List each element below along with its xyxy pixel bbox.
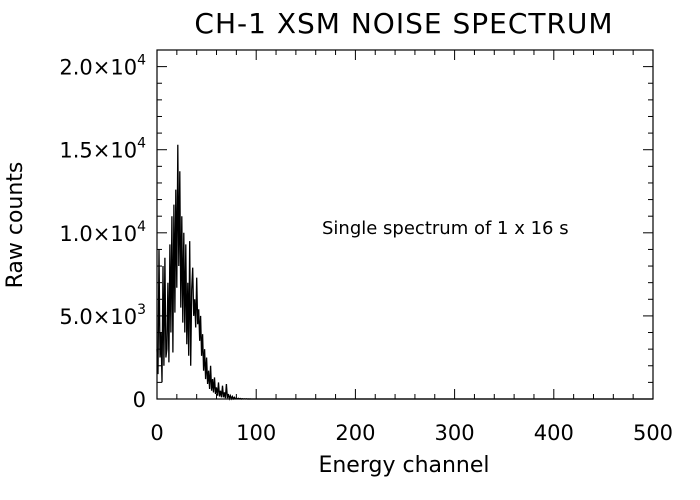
spectrum-annotation: Single spectrum of 1 x 16 s bbox=[322, 218, 569, 239]
spectrum-series-line bbox=[156, 144, 653, 401]
y-axis-label: Raw counts bbox=[3, 162, 28, 289]
y-axis-ticks: 0 5.0×103 1.0×104 1.5×104 2.0×104 bbox=[59, 49, 653, 412]
y-tick-label: 1.5×104 bbox=[59, 136, 146, 163]
x-tick-label: 400 bbox=[534, 421, 574, 445]
x-tick-label: 300 bbox=[435, 421, 475, 445]
x-tick-label: 500 bbox=[633, 421, 673, 445]
x-tick-label: 100 bbox=[236, 421, 276, 445]
x-tick-label: 200 bbox=[335, 421, 375, 445]
y-tick-label: 1.0×104 bbox=[59, 219, 146, 246]
y-tick-label: 5.0×103 bbox=[59, 302, 146, 329]
y-tick-label: 0 bbox=[133, 388, 146, 412]
x-axis-label: Energy channel bbox=[318, 453, 489, 478]
chart-title: CH-1 XSM NOISE SPECTRUM bbox=[194, 7, 613, 40]
y-tick-label: 2.0×104 bbox=[59, 53, 146, 80]
x-tick-label: 0 bbox=[150, 421, 163, 445]
series-group bbox=[156, 144, 653, 401]
x-axis-ticks: 0 100 200 300 400 500 bbox=[150, 50, 673, 445]
